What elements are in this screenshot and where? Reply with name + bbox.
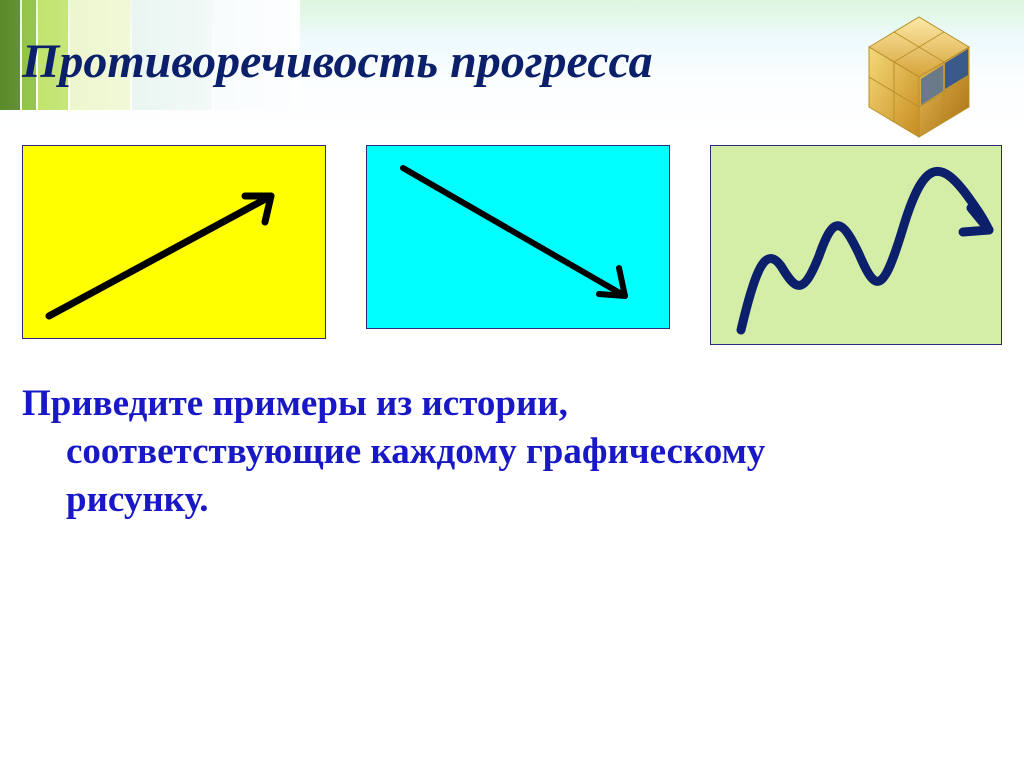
arrow-up-icon: [23, 146, 325, 338]
prompt-line-1: Приведите примеры из истории,: [22, 383, 568, 424]
decorative-cube: [824, 5, 1004, 165]
prompt-text: Приведите примеры из истории, соответств…: [22, 380, 964, 524]
arrow-down-icon: [367, 146, 669, 328]
prompt-line-3: рисунку.: [66, 476, 964, 524]
page-title: Противоречивость прогресса: [22, 34, 653, 89]
wavy-arrow-icon: [711, 146, 1001, 344]
panel-wavy-arrow: [710, 145, 1002, 345]
panel-progress-arrow: [22, 145, 326, 339]
prompt-line-2: соответствующие каждому графическому: [66, 428, 964, 476]
diagram-panels: [22, 145, 1002, 345]
panel-regress-arrow: [366, 145, 670, 329]
